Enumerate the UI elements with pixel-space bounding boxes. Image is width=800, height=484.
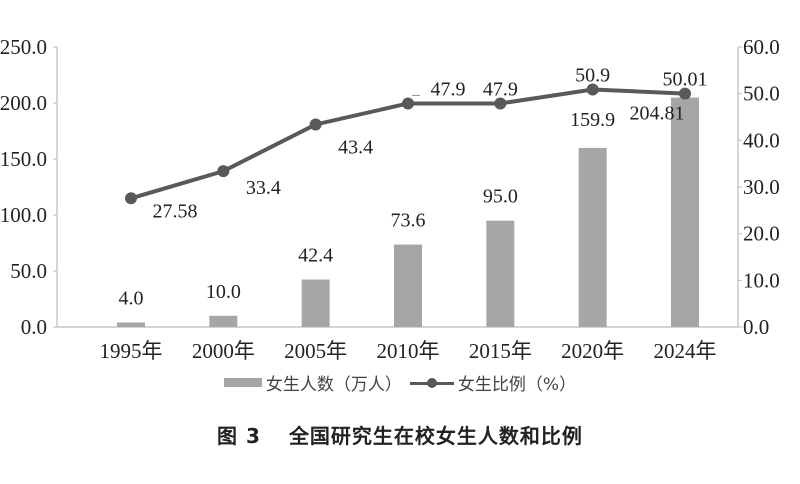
x-tick-label: 2024年	[654, 339, 717, 363]
caption-number: 图 3	[217, 424, 261, 448]
legend-line-swatch	[409, 376, 454, 390]
x-tick-label: 2015年	[469, 339, 532, 363]
bar-data-label: 73.6	[391, 210, 426, 232]
right-tick-label: 10.0	[743, 268, 780, 292]
left-tick-label: 100.0	[0, 203, 47, 227]
right-tick-label: 20.0	[743, 222, 780, 246]
line-data-label: 50.9	[575, 64, 610, 86]
ratio-point	[309, 118, 322, 131]
ratio-point	[679, 87, 691, 100]
bar-data-label: 4.0	[119, 288, 144, 310]
left-tick-label: 200.0	[0, 91, 47, 115]
line-data-label: 50.01	[663, 69, 708, 91]
line-data-label: 43.4	[338, 136, 373, 158]
bar	[209, 315, 238, 327]
ratio-point	[125, 192, 137, 205]
x-tick-label: 2005年	[284, 339, 347, 363]
left-tick-label: 0.0	[21, 315, 47, 339]
caption-title: 全国研究生在校女生人数和比例	[288, 424, 583, 448]
line-data-label: 47.9	[483, 78, 518, 100]
bar-data-label: 10.0	[206, 281, 241, 303]
right-tick-label: 40.0	[743, 128, 780, 152]
x-tick-label: 2000年	[192, 339, 255, 363]
right-tick-label: 60.0	[743, 35, 780, 59]
bar	[486, 220, 515, 327]
bar	[301, 279, 330, 327]
legend-bar-swatch	[223, 378, 262, 387]
x-tick-label: 2020年	[561, 339, 624, 363]
legend-bar-label: 女生人数（万人）	[265, 375, 402, 395]
right-tick-label: 30.0	[743, 175, 780, 199]
ratio-point	[217, 165, 230, 178]
right-tick-label: 50.0	[743, 82, 780, 106]
line-data-label: 47.9	[431, 78, 466, 100]
left-tick-label: 250.0	[0, 35, 47, 59]
ratio-point	[402, 97, 414, 110]
right-tick-label: 0.0	[743, 315, 769, 339]
ratio-point	[494, 97, 507, 110]
bar	[394, 244, 422, 327]
bar-data-label: 42.4	[298, 245, 333, 267]
figure-caption: 图 3 全国研究生在校女生人数和比例	[0, 420, 800, 449]
x-tick-label: 1995年	[100, 339, 163, 363]
ratio-point	[586, 83, 599, 96]
legend-line-label: 女生比例（%）	[457, 375, 577, 395]
legend: 女生人数（万人） 女生比例（%）	[0, 370, 800, 395]
bar-data-label: 95.0	[483, 186, 518, 208]
bar-data-label: 204.81	[630, 103, 685, 125]
line-data-label: 27.58	[153, 200, 198, 222]
line-data-label: 33.4	[246, 177, 281, 199]
bar	[578, 147, 607, 327]
x-tick-label: 2010年	[377, 339, 440, 363]
left-tick-label: 150.0	[0, 147, 47, 171]
bar	[117, 322, 145, 327]
left-tick-label: 50.0	[10, 259, 47, 283]
bar-data-label: 159.9	[570, 109, 615, 131]
bar	[671, 97, 699, 328]
